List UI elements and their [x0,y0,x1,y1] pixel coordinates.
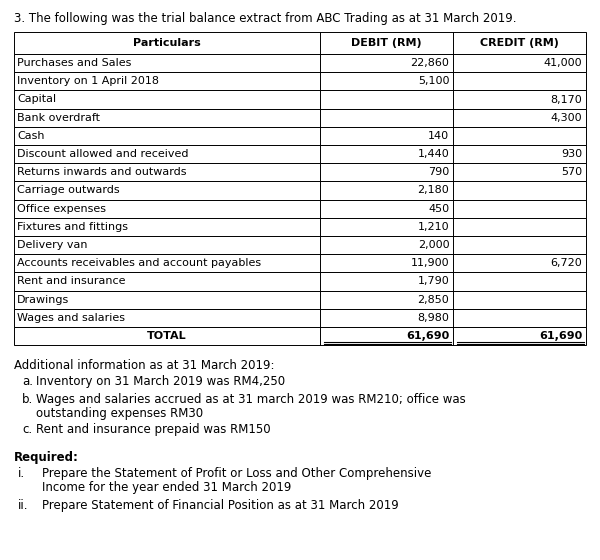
Text: Capital: Capital [17,95,56,105]
Text: 1,440: 1,440 [418,149,449,159]
Text: 1,790: 1,790 [418,277,449,287]
Text: 140: 140 [428,131,449,141]
Text: Rent and insurance: Rent and insurance [17,277,125,287]
Text: Income for the year ended 31 March 2019: Income for the year ended 31 March 2019 [42,481,292,494]
Bar [14,127,586,145]
Text: 930: 930 [561,149,582,159]
Text: Office expenses: Office expenses [17,204,106,214]
Text: 3. The following was the trial balance extract from ABC Trading as at 31 March 2: 3. The following was the trial balance e… [14,12,517,25]
Text: Delivery van: Delivery van [17,240,88,250]
Text: TOTAL: TOTAL [147,331,187,341]
Bar [14,109,586,127]
Text: 4,300: 4,300 [550,113,582,123]
Text: Additional information as at 31 March 2019:: Additional information as at 31 March 20… [14,359,275,372]
Text: Fixtures and fittings: Fixtures and fittings [17,222,128,232]
Text: a.: a. [22,375,33,388]
Text: Wages and salaries: Wages and salaries [17,313,125,323]
Bar [14,54,586,72]
Bar [14,181,586,199]
Text: Bank overdraft: Bank overdraft [17,113,100,123]
Bar [14,327,586,345]
Text: 11,900: 11,900 [410,258,449,268]
Bar [14,218,586,236]
Bar [14,145,586,163]
Bar [14,272,586,291]
Text: CREDIT (RM): CREDIT (RM) [480,38,559,48]
Text: outstanding expenses RM30: outstanding expenses RM30 [36,407,203,420]
Text: 61,690: 61,690 [539,331,582,341]
Text: 2,850: 2,850 [418,295,449,305]
Text: 22,860: 22,860 [410,58,449,68]
Text: Required:: Required: [14,451,79,464]
Text: Inventory on 31 March 2019 was RM4,250: Inventory on 31 March 2019 was RM4,250 [36,375,285,388]
Text: 570: 570 [561,167,582,178]
Text: 8,980: 8,980 [418,313,449,323]
Text: 61,690: 61,690 [406,331,449,341]
Text: 2,180: 2,180 [418,185,449,195]
Text: Rent and insurance prepaid was RM150: Rent and insurance prepaid was RM150 [36,423,271,436]
Text: DEBIT (RM): DEBIT (RM) [352,38,422,48]
Text: 790: 790 [428,167,449,178]
Text: Accounts receivables and account payables: Accounts receivables and account payable… [17,258,261,268]
Text: 8,170: 8,170 [550,95,582,105]
Text: Prepare the Statement of Profit or Loss and Other Comprehensive: Prepare the Statement of Profit or Loss … [42,467,431,480]
Bar [14,291,586,309]
Text: 6,720: 6,720 [550,258,582,268]
Bar [14,309,586,327]
Text: 5,100: 5,100 [418,76,449,86]
Text: 450: 450 [428,204,449,214]
Text: ii.: ii. [18,499,29,512]
Text: b.: b. [22,393,33,406]
Text: Inventory on 1 April 2018: Inventory on 1 April 2018 [17,76,159,86]
Text: 41,000: 41,000 [544,58,582,68]
Bar [14,90,586,109]
Text: 1,210: 1,210 [418,222,449,232]
Text: Wages and salaries accrued as at 31 march 2019 was RM210; office was: Wages and salaries accrued as at 31 marc… [36,393,466,406]
Bar [14,199,586,218]
Bar [14,254,586,272]
Text: Prepare Statement of Financial Position as at 31 March 2019: Prepare Statement of Financial Position … [42,499,399,512]
Text: Returns inwards and outwards: Returns inwards and outwards [17,167,187,178]
Bar [14,163,586,181]
Text: i.: i. [18,467,25,480]
Text: 2,000: 2,000 [418,240,449,250]
Text: c.: c. [22,423,32,436]
Text: Particulars: Particulars [133,38,201,48]
Bar [14,236,586,254]
Text: Purchases and Sales: Purchases and Sales [17,58,131,68]
Bar [14,32,586,54]
Text: Drawings: Drawings [17,295,69,305]
Text: Cash: Cash [17,131,44,141]
Bar [14,72,586,90]
Text: Carriage outwards: Carriage outwards [17,185,119,195]
Text: Discount allowed and received: Discount allowed and received [17,149,188,159]
